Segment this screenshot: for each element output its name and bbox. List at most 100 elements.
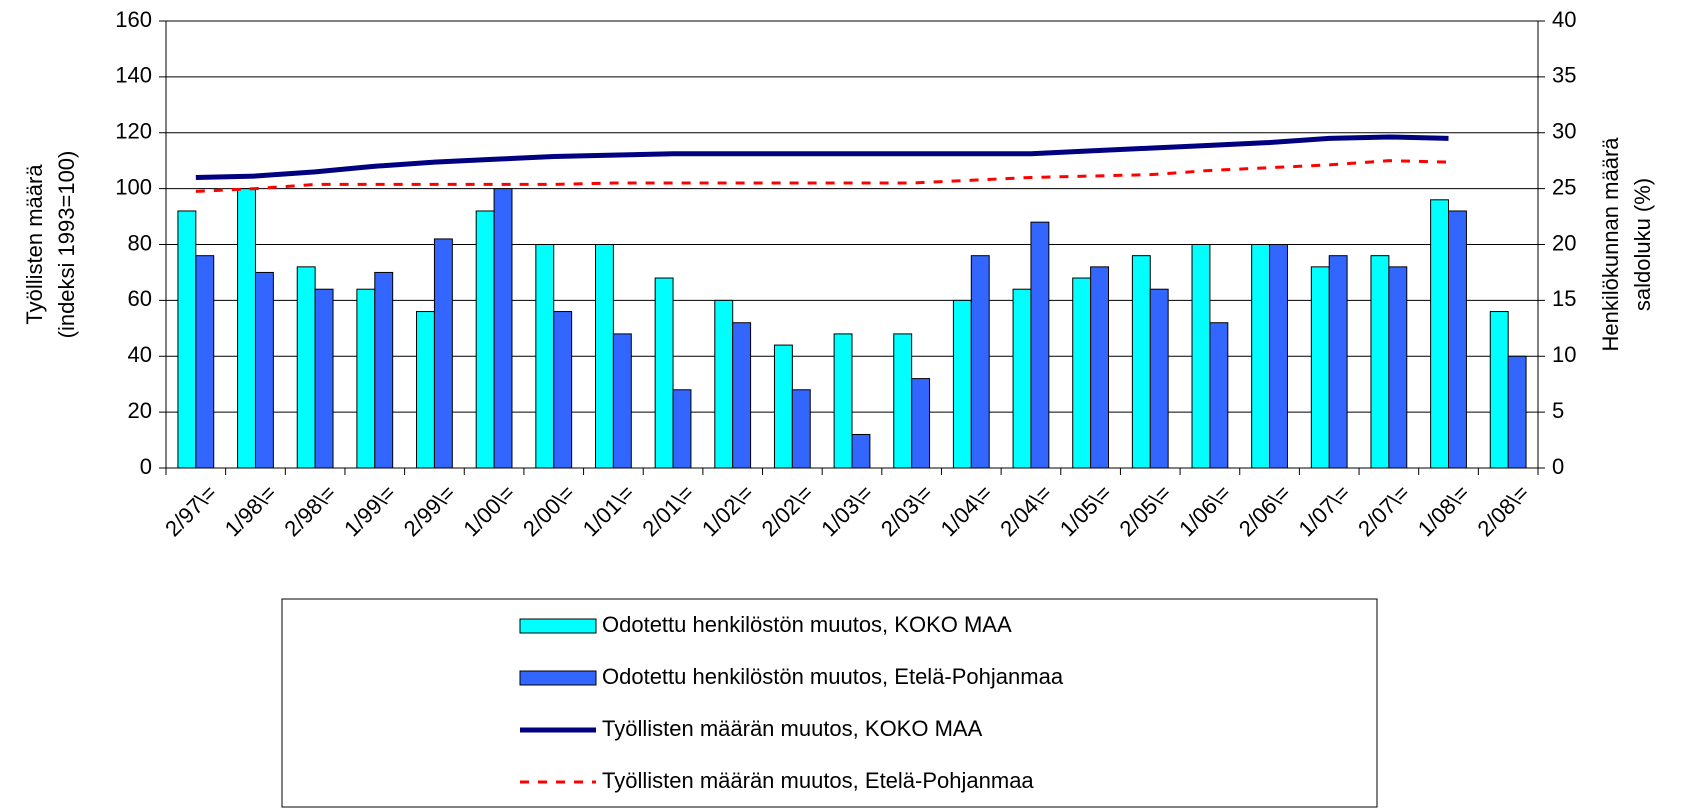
y-tick-label: 160 <box>115 7 152 32</box>
bar <box>195 255 215 469</box>
y-tick-label: 0 <box>140 454 152 479</box>
bar <box>356 288 376 469</box>
y2-tick-label: 15 <box>1552 286 1576 311</box>
bar <box>254 271 274 469</box>
legend-label: Odotettu henkilöstön muutos, KOKO MAA <box>602 612 1012 637</box>
bar <box>1507 355 1527 469</box>
bar <box>1072 277 1092 469</box>
y2-axis-title: Henkilökunnan määrä <box>1598 137 1623 352</box>
bar <box>714 299 734 469</box>
x-tick-label: 2/00\= <box>518 480 579 541</box>
bar <box>1090 266 1110 469</box>
y2-axis-title: saldoluku (%) <box>1630 178 1655 311</box>
bar <box>1370 255 1390 469</box>
x-tick-label: 2/01\= <box>637 480 698 541</box>
x-tick-label: 2/06\= <box>1234 480 1295 541</box>
bar <box>1209 322 1229 469</box>
y-tick-label: 80 <box>128 230 152 255</box>
y-tick-label: 120 <box>115 119 152 144</box>
x-tick-label: 1/99\= <box>339 480 400 541</box>
bar <box>177 210 197 469</box>
x-tick-label: 2/02\= <box>757 480 818 541</box>
bar <box>314 288 334 469</box>
y-tick-label: 60 <box>128 286 152 311</box>
bar <box>1269 244 1288 469</box>
x-tick-label: 2/98\= <box>279 480 340 541</box>
bar <box>1388 266 1408 469</box>
bar <box>296 266 316 469</box>
bar <box>672 389 692 469</box>
bar <box>1131 255 1151 469</box>
x-tick-label: 1/05\= <box>1055 480 1116 541</box>
y2-tick-label: 40 <box>1552 7 1576 32</box>
x-tick-label: 1/98\= <box>220 480 281 541</box>
y2-tick-label: 35 <box>1552 63 1576 88</box>
line <box>195 159 1449 193</box>
bar <box>952 299 972 469</box>
legend-box <box>281 598 1378 808</box>
x-tick-label: 1/03\= <box>816 480 877 541</box>
bar <box>1012 288 1032 469</box>
x-tick-label: 1/00\= <box>458 480 519 541</box>
legend-swatch <box>519 618 597 634</box>
x-tick-label: 2/05\= <box>1115 480 1176 541</box>
bar <box>732 322 752 469</box>
bar <box>970 255 990 469</box>
y-tick-label: 20 <box>128 398 152 423</box>
bar <box>1251 244 1271 469</box>
bar <box>1448 210 1467 469</box>
bar <box>1191 244 1211 469</box>
bar <box>1310 266 1330 469</box>
legend-label: Työllisten määrän muutos, Etelä-Pohjanma… <box>602 768 1034 793</box>
bar <box>773 344 793 469</box>
y2-tick-label: 0 <box>1552 454 1564 479</box>
bar <box>612 333 632 469</box>
x-tick-label: 2/97\= <box>160 480 221 541</box>
legend-label: Työllisten määrän muutos, KOKO MAA <box>602 716 983 741</box>
y-axis-title: (indeksi 1993=100) <box>54 151 79 339</box>
y-axis-title: Työllisten määrä <box>22 164 47 325</box>
bar <box>1430 199 1450 469</box>
bar <box>535 244 555 469</box>
y-tick-label: 100 <box>115 174 152 199</box>
x-tick-label: 1/07\= <box>1293 480 1354 541</box>
bar <box>433 238 453 469</box>
y2-tick-label: 20 <box>1552 230 1576 255</box>
bar <box>493 188 513 469</box>
bar <box>416 311 435 469</box>
y2-tick-label: 5 <box>1552 398 1564 423</box>
bar <box>911 378 931 469</box>
legend-label: Odotettu henkilöstön muutos, Etelä-Pohja… <box>602 664 1064 689</box>
x-tick-label: 1/02\= <box>697 480 758 541</box>
x-tick-label: 2/04\= <box>995 480 1056 541</box>
bar <box>374 271 394 469</box>
bar <box>1030 221 1050 469</box>
y2-tick-label: 10 <box>1552 342 1576 367</box>
bar <box>553 311 573 469</box>
x-tick-label: 2/08\= <box>1472 480 1533 541</box>
y2-tick-label: 30 <box>1552 119 1576 144</box>
y-tick-label: 40 <box>128 342 152 367</box>
x-tick-label: 2/99\= <box>399 480 460 541</box>
bar <box>893 333 913 469</box>
bar <box>1328 255 1348 469</box>
bar <box>654 277 674 469</box>
bar <box>237 188 256 469</box>
bar <box>475 210 495 469</box>
y2-tick-label: 25 <box>1552 174 1576 199</box>
bar <box>833 333 853 469</box>
y-tick-label: 140 <box>115 63 152 88</box>
x-tick-label: 1/08\= <box>1413 480 1474 541</box>
x-tick-label: 2/03\= <box>876 480 937 541</box>
bar <box>791 389 811 469</box>
bar <box>594 244 614 469</box>
bar <box>851 433 871 469</box>
x-tick-label: 1/06\= <box>1174 480 1235 541</box>
line <box>195 134 1449 180</box>
legend-swatch <box>519 670 597 686</box>
x-tick-label: 1/01\= <box>578 480 639 541</box>
bar <box>1149 288 1169 469</box>
x-tick-label: 2/07\= <box>1353 480 1414 541</box>
x-tick-label: 1/04\= <box>936 480 997 541</box>
